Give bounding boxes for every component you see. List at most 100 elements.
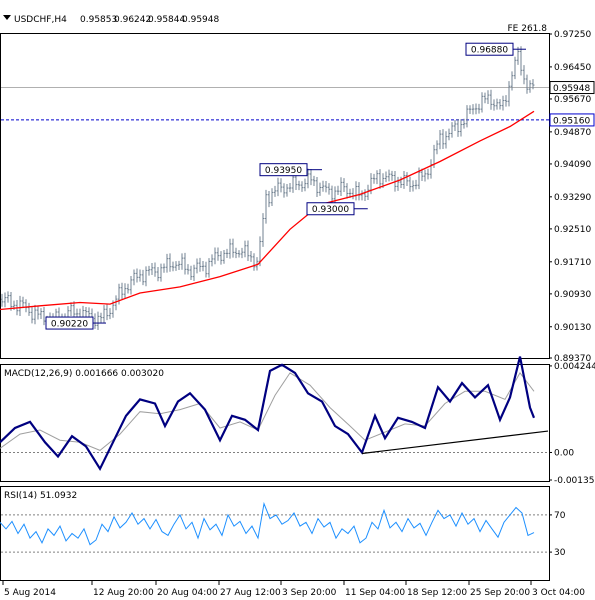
candle [220,251,223,265]
price-axis-label: 0.90930 [554,290,591,300]
candle [310,168,313,186]
candle [406,172,409,187]
candle [460,119,463,137]
candle [457,119,460,137]
candle [163,263,166,273]
candle [103,305,106,323]
candle [484,92,487,104]
candle [232,238,235,258]
candle [451,122,454,138]
candle [454,120,457,132]
candle [268,191,271,208]
candle [130,276,133,295]
candle [325,181,328,193]
macd-plot [0,356,549,472]
candle [190,265,193,281]
candle [424,169,427,182]
candle [202,261,205,272]
price-panel-frame [0,33,550,359]
macd-axis-label: -0.00135 [554,476,594,486]
candle [133,269,136,286]
ohlc-close: 0.95948 [182,15,219,25]
candle [259,236,262,267]
candle [283,183,286,198]
candle [430,159,433,179]
candle [145,266,148,287]
candle [4,292,7,308]
candle [94,313,97,329]
candle [448,128,451,141]
candle [193,264,196,281]
candle [475,103,478,115]
candle [367,184,370,200]
annotation-box [45,316,94,330]
candle [76,308,79,318]
candle [343,178,346,193]
candle [337,185,340,196]
candle [1,293,4,307]
candle [229,238,232,259]
candle [37,305,40,320]
candle [403,170,406,189]
candle [226,248,229,258]
rsi-title: RSI(14) 51.0932 [4,491,77,501]
candle [397,176,400,191]
candle [466,105,469,128]
candle [391,170,394,181]
candle [181,253,184,270]
candle [169,253,172,272]
ohlc-open: 0.95853 [80,15,117,25]
support-price-marker-box [549,113,595,127]
annotation-label: 0.93000 [312,205,349,215]
price-annotation: 0.96880 [465,42,526,56]
candle [277,177,280,197]
candle [142,269,145,286]
macd-axis-label: 0.004244 [554,362,595,372]
candle [487,90,490,105]
candle [124,283,127,299]
candle [31,307,34,324]
candle [136,268,139,283]
candle [274,185,277,197]
candle [304,178,307,192]
rsi-plot [0,501,549,553]
candle [172,261,175,272]
candle [160,263,163,282]
candle [346,183,349,199]
candle [340,177,343,197]
candle [373,173,376,184]
candle [253,253,256,271]
candle [508,81,511,107]
candle [196,258,199,274]
price-axis-label: 0.95670 [554,95,591,105]
time-axis-label: 11 Sep 04:00 [345,588,405,598]
symbol-label: USDCHF,H4 [14,15,67,25]
candle [514,56,517,80]
time-axis-label: 12 Aug 20:00 [93,588,154,598]
macd-title: MACD(12,26,9) 0.001666 0.003020 [4,369,164,379]
candle [529,80,532,93]
candle [490,89,493,110]
collapse-arrow-icon[interactable] [3,15,11,20]
candle [280,178,283,193]
price-axis-label: 0.94870 [554,128,591,138]
price-axis-label: 0.97250 [554,30,591,40]
candle [106,304,109,321]
macd-main-line [0,356,536,472]
candle [238,250,241,258]
candle [241,247,244,259]
candle [265,189,268,224]
candle [469,105,472,114]
price-annotation: 0.93950 [259,163,322,177]
moving-average-line [0,110,535,311]
candle [262,213,265,247]
candle [400,176,403,188]
candle [19,295,22,316]
candle [217,247,220,261]
price-axis-label: 0.92510 [554,225,591,235]
candle [334,186,337,203]
ohlc-low: 0.95844 [148,15,185,25]
ohlc-high: 0.96242 [114,15,151,25]
candle [286,184,289,197]
